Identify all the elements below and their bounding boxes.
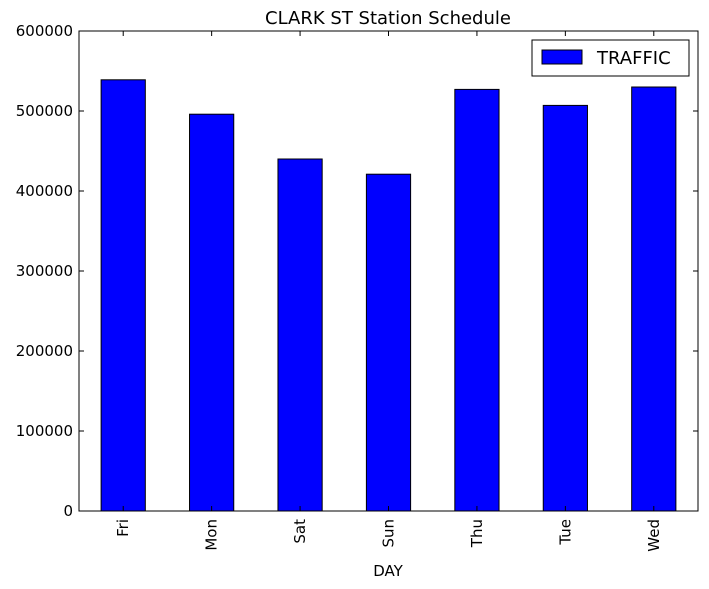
bar-fri <box>100 79 146 512</box>
chart-title: CLARK ST Station Schedule <box>265 8 511 29</box>
x-axis-label: DAY <box>373 562 403 580</box>
y-tick-label: 400000 <box>16 182 73 200</box>
y-tick-label: 500000 <box>16 102 73 120</box>
legend-swatch <box>541 49 583 65</box>
plot-frame <box>78 30 699 512</box>
y-axis: 0 100000 200000 300000 400000 500000 600000 <box>16 22 698 520</box>
x-tick-label: Tue <box>556 519 574 546</box>
bar-tue <box>542 104 588 512</box>
bar-thu <box>454 88 500 512</box>
y-tick-label: 200000 <box>16 342 73 360</box>
legend-label: TRAFFIC <box>596 48 671 69</box>
x-tick-label: Wed <box>645 519 663 552</box>
y-tick-label: 100000 <box>16 422 73 440</box>
bar-mon <box>189 113 235 512</box>
y-tick-label: 300000 <box>16 262 73 280</box>
x-tick-label: Thu <box>468 519 486 548</box>
x-tick-label: Sun <box>380 519 398 548</box>
y-tick-label: 0 <box>63 502 73 520</box>
x-tick-label: Fri <box>114 519 132 537</box>
bars-group <box>100 79 677 512</box>
x-tick-label: Mon <box>203 519 221 551</box>
bar-wed <box>631 86 677 512</box>
bar-sat <box>277 158 323 512</box>
y-tick-label: 600000 <box>16 22 73 40</box>
bar-sun <box>365 173 412 512</box>
x-tick-label: Sat <box>291 519 309 544</box>
legend: TRAFFIC <box>531 39 690 77</box>
x-axis: Fri Mon Sat Sun Thu Tue Wed <box>114 31 663 552</box>
